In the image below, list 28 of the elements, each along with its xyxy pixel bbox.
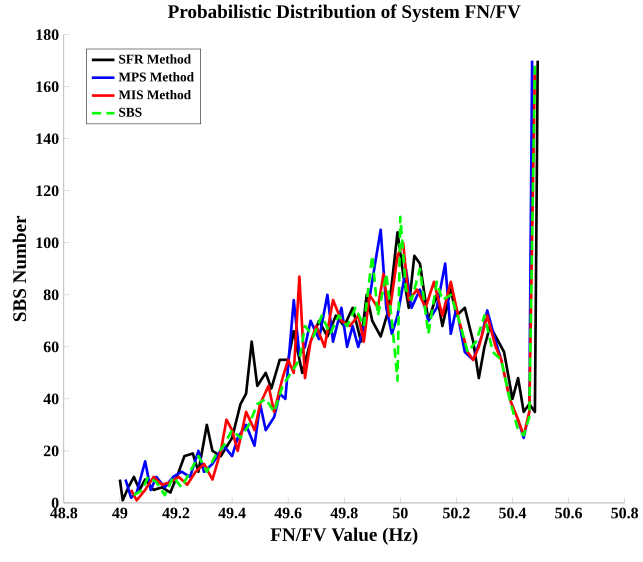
y-tick-label: 80 xyxy=(44,290,59,300)
x-tick-label: 49.8 xyxy=(330,508,358,519)
y-tick-label: 100 xyxy=(36,237,59,248)
y-tick-label: 40 xyxy=(43,394,59,404)
x-tick-label: 49.2 xyxy=(162,508,190,518)
y-tick-label: 20 xyxy=(44,446,59,456)
x-tick-label: 50 xyxy=(393,508,408,518)
x-tick-label: 50.4 xyxy=(499,508,526,519)
x-tick-label: 49.6 xyxy=(274,508,302,518)
y-tick-label: 140 xyxy=(36,133,59,144)
legend-label: SBS xyxy=(119,108,142,117)
y-tick-label: 60 xyxy=(44,342,59,352)
chart-title: Probabilistic Distribution of System FN/FV xyxy=(168,4,521,22)
y-tick-label: 0 xyxy=(52,498,59,508)
y-tick-label: 160 xyxy=(36,81,59,92)
legend-label: SFR Method xyxy=(119,54,191,64)
y-tick-label: 120 xyxy=(36,185,59,196)
y-axis-title: SBS Number xyxy=(12,216,26,322)
legend-label: MPS Method xyxy=(118,72,194,82)
y-tick-label: 180 xyxy=(36,29,59,40)
legend-label: MIS Method xyxy=(118,90,191,100)
x-tick-label: 49 xyxy=(112,508,128,518)
x-tick-label: 50.6 xyxy=(555,508,582,519)
x-tick-label: 50.8 xyxy=(611,508,638,519)
x-tick-label: 48.8 xyxy=(50,508,78,519)
x-tick-label: 49.4 xyxy=(218,508,246,518)
x-axis-title: FN/FV Value (Hz) xyxy=(270,528,418,545)
x-tick-label: 50.2 xyxy=(443,508,470,519)
